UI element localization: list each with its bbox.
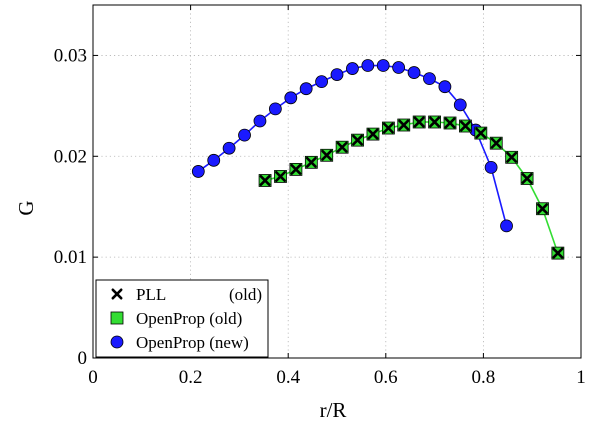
data-point-x <box>382 122 394 134</box>
legend-label: PLL <box>136 285 166 304</box>
x-marker-stroke <box>274 170 286 182</box>
x-marker-stroke <box>444 117 456 129</box>
data-point-x <box>259 174 271 186</box>
y-tick-label: 0.01 <box>54 247 87 268</box>
data-point-x <box>398 119 410 131</box>
x-marker-stroke <box>413 116 425 128</box>
data-point-x <box>413 116 425 128</box>
x-tick-label: 0 <box>88 367 98 388</box>
data-point-x <box>490 137 502 149</box>
data-point-circle <box>407 66 421 79</box>
data-point-x <box>552 247 564 259</box>
y-tick-label: 0.02 <box>54 146 87 167</box>
x-tick-labels: 0 0.2 0.4 0.6 0.8 1 <box>88 367 586 388</box>
data-point-x <box>459 120 471 132</box>
data-point-x <box>506 151 518 163</box>
x-marker-stroke <box>367 128 379 140</box>
x-marker-stroke <box>398 119 410 131</box>
data-point-x <box>352 134 364 146</box>
legend-label-suffix: (old) <box>229 285 262 304</box>
data-point-circle <box>330 68 344 81</box>
x-marker-stroke <box>352 134 364 146</box>
y-tick-labels: 0 0.01 0.02 0.03 <box>54 45 87 369</box>
data-point-x <box>336 141 348 153</box>
series-markers <box>191 59 565 260</box>
y-tick-label: 0.03 <box>54 45 87 66</box>
legend-marker <box>111 288 123 300</box>
data-point-x <box>521 172 533 184</box>
x-marker-stroke <box>459 120 471 132</box>
x-marker-stroke <box>475 127 487 139</box>
x-marker-stroke <box>305 156 317 168</box>
data-point-circle <box>191 165 205 178</box>
legend-label: OpenProp (new) <box>136 333 249 352</box>
data-point-circle <box>453 98 467 112</box>
data-point-x <box>367 128 379 140</box>
data-point-circle <box>268 102 282 116</box>
data-point-x <box>305 156 317 168</box>
x-tick-label: 0.4 <box>276 367 300 388</box>
x-marker-stroke <box>521 172 533 184</box>
data-point-circle <box>392 61 406 74</box>
data-point-circle <box>299 82 313 96</box>
data-point-x <box>290 163 302 175</box>
data-point-circle <box>222 141 236 155</box>
legend: PLL (old) OpenProp (old) OpenProp (new) <box>95 279 269 358</box>
data-point-circle <box>315 75 328 89</box>
legend-marker <box>110 335 124 349</box>
data-point-x <box>429 116 441 128</box>
data-point-circle <box>346 62 359 75</box>
x-marker-stroke <box>290 163 302 175</box>
x-marker-stroke <box>336 141 348 153</box>
data-point-circle <box>207 153 221 167</box>
legend-box <box>95 279 269 358</box>
x-marker-stroke <box>429 116 441 128</box>
data-point-circle <box>423 72 436 86</box>
plot-area-frame <box>92 4 582 359</box>
data-point-circle <box>253 114 267 128</box>
data-point-x <box>475 127 487 139</box>
data-point-circle <box>238 128 251 142</box>
data-point-x <box>444 117 456 129</box>
y-axis-label: G <box>14 200 38 215</box>
data-point-x <box>321 149 333 161</box>
axis-ticks <box>92 5 582 359</box>
y-tick-label: 0 <box>78 348 88 369</box>
x-tick-label: 0.6 <box>374 367 398 388</box>
x-marker-stroke <box>490 137 502 149</box>
x-marker-stroke <box>506 151 518 163</box>
x-marker-stroke <box>536 203 548 215</box>
x-marker-stroke <box>382 122 394 134</box>
data-point-circle <box>438 80 452 94</box>
data-point-circle <box>376 59 390 72</box>
data-point-circle <box>500 219 513 233</box>
x-marker-stroke <box>259 174 271 186</box>
x-marker-stroke <box>111 288 123 300</box>
series-line-1 <box>264 121 559 254</box>
x-marker-stroke <box>552 247 564 259</box>
x-tick-label: 0.8 <box>472 367 496 388</box>
x-axis-label: r/R <box>320 398 347 422</box>
x-tick-label: 1 <box>576 367 586 388</box>
data-point-x <box>536 203 548 215</box>
data-point-circle <box>284 91 298 105</box>
x-tick-label: 0.2 <box>179 367 203 388</box>
legend-label: OpenProp (old) <box>136 309 242 328</box>
data-point-x <box>274 170 286 182</box>
data-point-circle <box>484 160 498 174</box>
legend-marker <box>110 311 124 325</box>
data-point-circle <box>361 59 375 72</box>
x-marker-stroke <box>321 149 333 161</box>
